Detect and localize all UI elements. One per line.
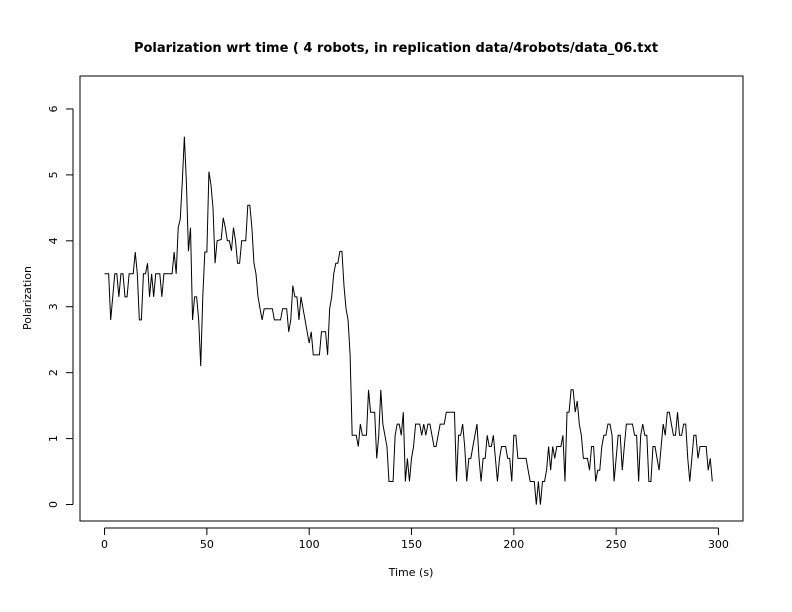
- x-tick-label: 200: [503, 538, 524, 551]
- plot-frame: [79, 75, 744, 522]
- y-axis: 0 1 2 3 4 5 6: [47, 105, 74, 508]
- plot-area: [104, 136, 713, 505]
- x-axis: 0 50 100 150 200 250 300: [101, 527, 729, 551]
- x-tick-label: 100: [299, 538, 320, 551]
- y-tick-label: 1: [47, 435, 60, 442]
- x-tick-label: 50: [200, 538, 214, 551]
- y-tick-label: 2: [47, 369, 60, 376]
- x-tick-label: 150: [401, 538, 422, 551]
- y-tick-label: 5: [47, 171, 60, 178]
- series-line: [104, 136, 713, 505]
- y-tick-label: 6: [47, 105, 60, 112]
- y-tick-label: 4: [47, 237, 60, 244]
- x-tick-label: 300: [708, 538, 729, 551]
- y-tick-label: 0: [47, 501, 60, 508]
- y-tick-label: 3: [47, 303, 60, 310]
- x-axis-label: Time (s): [388, 566, 434, 579]
- x-tick-label: 0: [101, 538, 108, 551]
- chart-title: Polarization wrt time ( 4 robots, in rep…: [134, 41, 658, 56]
- x-tick-label: 250: [606, 538, 627, 551]
- y-axis-label: Polarization: [21, 266, 34, 330]
